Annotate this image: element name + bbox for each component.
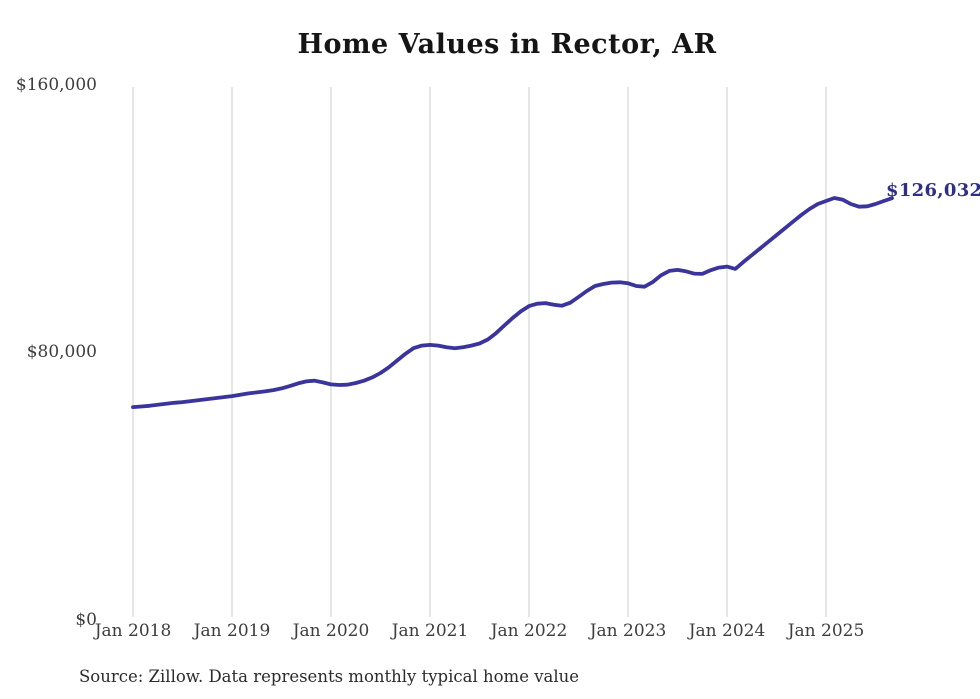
source-note: Source: Zillow. Data represents monthly …	[79, 667, 580, 686]
x-axis-tick-label: Jan 2018	[94, 621, 172, 641]
x-axis-tick-label: Jan 2021	[391, 621, 469, 641]
chart-title: Home Values in Rector, AR	[297, 29, 717, 60]
x-axis-tick-label: Jan 2025	[787, 621, 865, 641]
x-axis-tick-label: Jan 2019	[193, 621, 271, 641]
y-axis-tick-label: $80,000	[26, 342, 97, 363]
y-axis-tick-label: $160,000	[15, 74, 97, 95]
home-value-line-series	[131, 196, 894, 410]
x-axis-tick-label: Jan 2022	[490, 621, 568, 641]
gridlines	[132, 87, 827, 617]
x-axis-tick-label: Jan 2020	[292, 621, 370, 641]
x-axis-tick-label: Jan 2023	[589, 621, 667, 641]
y-axis-tick-label: $0	[75, 610, 97, 630]
final-value-label: $126,032	[886, 180, 980, 201]
x-axis-tick-label: Jan 2024	[688, 621, 766, 641]
